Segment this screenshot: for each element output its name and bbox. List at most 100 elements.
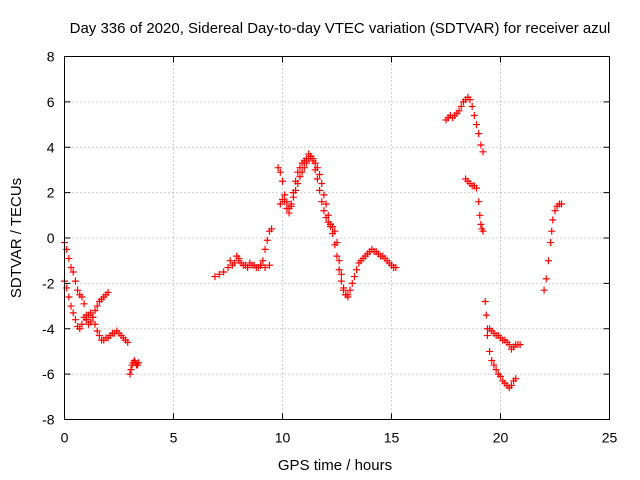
data-point-marker [551,207,559,215]
data-point-marker [65,254,73,262]
x-tick-label: 10 [275,430,291,446]
data-point-marker [276,168,284,176]
data-point-marker [320,207,328,215]
data-point-marker [76,325,84,333]
data-point-marker [67,263,75,271]
data-point-marker [74,286,82,294]
grid-lines [64,56,610,420]
data-point-marker [322,200,330,208]
x-tick-label: 0 [61,430,69,446]
data-point-marker [540,286,548,294]
data-point-marker [224,263,232,271]
data-point-marker [316,170,324,178]
data-point-marker [296,173,304,181]
data-point-marker [80,300,88,308]
y-tick-labels: -8 -6 -4 -2 0 2 4 6 8 [42,49,55,428]
y-tick-label: 2 [47,185,55,201]
data-point-marker [279,177,286,185]
data-point-marker [313,175,321,183]
data-point-marker [479,148,487,156]
data-point-marker [231,259,239,267]
data-point-marker [259,257,267,265]
data-point-marker [71,277,79,285]
x-tick-label: 15 [384,430,400,446]
data-point-marker [93,327,101,335]
series-arc10 [462,175,487,235]
chart-title: Day 336 of 2020, Sidereal Day-to-day VTE… [70,20,611,37]
y-tick-label: 4 [47,139,55,155]
data-point-marker [82,316,90,324]
data-point-marker [135,359,143,367]
series-arc6 [226,257,273,271]
data-point-marker [335,266,343,274]
data-point-marker [87,309,95,317]
data-point-marker [488,357,496,365]
data-point-marker [281,191,289,199]
series-arc9 [442,93,487,156]
data-point-marker [477,141,485,149]
data-point-marker [292,177,300,185]
data-point-marker [78,320,86,328]
data-point-marker [302,155,310,163]
data-point-marker [316,186,324,194]
data-point-marker [337,277,345,285]
data-point-marker [322,214,330,222]
data-point-marker [482,311,490,319]
data-point-marker [87,318,95,326]
x-tick-labels: 0 5 10 15 20 25 [61,430,618,446]
data-point-marker [473,184,481,192]
data-point-marker [95,332,103,340]
data-point-marker [497,372,504,380]
data-point-marker [257,261,265,269]
data-point-marker [226,257,234,265]
series-arc1 [61,239,90,319]
data-point-marker [329,223,337,231]
data-point-marker [65,293,73,301]
data-point-marker [289,189,297,197]
data-point-marker [265,261,273,269]
data-point-marker [104,288,112,296]
data-point-marker [91,320,99,328]
data-point-marker [311,166,319,174]
data-point-marker [127,366,135,374]
y-tick-label: 6 [47,94,55,110]
y-tick-label: -2 [42,275,55,291]
data-point-marker [294,168,302,176]
data-point-marker [392,263,400,271]
data-point-marker [283,198,291,206]
data-point-marker [239,261,247,269]
data-point-marker [309,157,317,165]
y-tick-label: 0 [47,230,55,246]
data-point-marker [78,293,86,301]
data-point-marker [69,309,77,317]
data-point-marker [261,245,269,253]
x-tick-label: 5 [170,430,178,446]
data-point-marker [350,273,358,281]
data-point-marker [548,227,556,235]
data-point-marker [318,180,326,188]
series-arc7 [274,152,400,299]
data-point-marker [466,96,474,104]
data-point-marker [476,211,484,219]
y-tick-label: 8 [47,49,55,65]
y-tick-label: -8 [42,412,55,428]
series-arc13 [540,200,566,294]
data-point-marker [276,200,284,208]
data-point-marker [549,216,557,224]
x-tick-label: 20 [493,430,509,446]
data-point-marker [473,121,481,129]
data-points [61,93,566,392]
data-point-marker [261,263,269,271]
data-point-marker [67,302,75,310]
data-point-marker [507,381,515,389]
data-point-marker [307,152,315,160]
y-tick-label: -4 [42,321,55,337]
series-arc11 [481,298,524,353]
plot-frame [64,56,610,420]
data-point-marker [542,275,550,283]
data-point-marker [492,366,500,374]
data-point-marker [486,347,494,355]
data-point-marker [279,195,286,203]
data-point-marker [89,313,97,321]
